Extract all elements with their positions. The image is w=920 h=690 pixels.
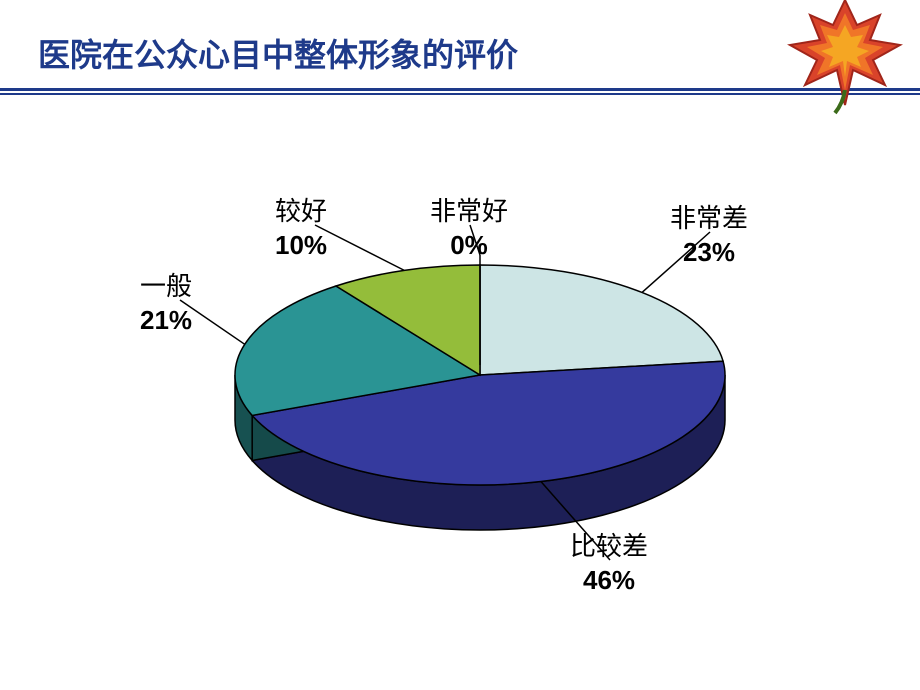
slide-title: 医院在公众心目中整体形象的评价 bbox=[38, 30, 518, 76]
header-divider bbox=[0, 88, 920, 98]
slice-label: 一般21% bbox=[140, 270, 192, 338]
slice-label-pct: 21% bbox=[140, 304, 192, 338]
slice-label-pct: 46% bbox=[570, 564, 648, 598]
slice-label-name: 比较差 bbox=[570, 530, 648, 564]
slice-label-pct: 23% bbox=[670, 236, 748, 270]
slice-label-pct: 0% bbox=[430, 229, 508, 263]
slice-label-name: 一般 bbox=[140, 270, 192, 304]
slice-label: 非常好0% bbox=[430, 195, 508, 263]
slice-label-pct: 10% bbox=[275, 229, 327, 263]
maple-leaf-icon bbox=[785, 0, 905, 115]
pie-svg bbox=[0, 100, 920, 690]
slice-label: 比较差46% bbox=[570, 530, 648, 598]
slice-label: 较好10% bbox=[275, 195, 327, 263]
slice-label: 非常差23% bbox=[670, 202, 748, 270]
slice-label-name: 较好 bbox=[275, 195, 327, 229]
slice-label-name: 非常差 bbox=[670, 202, 748, 236]
slice-label-name: 非常好 bbox=[430, 195, 508, 229]
pie-slice bbox=[480, 265, 723, 375]
pie-chart: 非常好0% 非常差23% 比较差46% 一般21% 较好10% bbox=[0, 100, 920, 690]
